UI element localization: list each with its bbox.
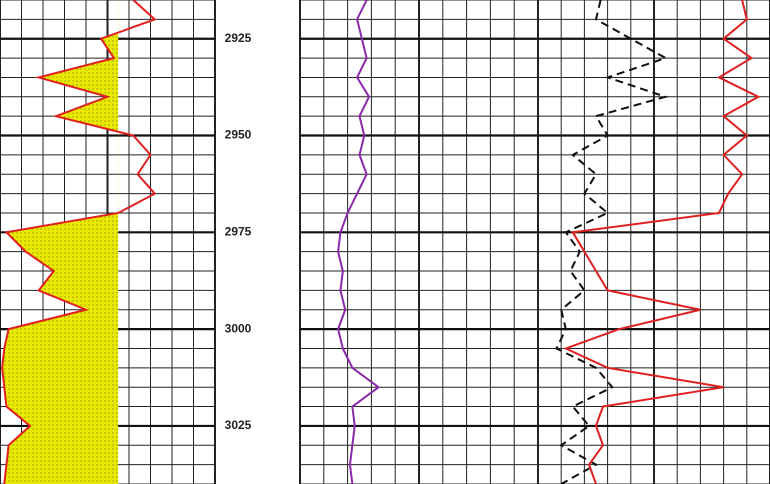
log-curve bbox=[563, 0, 761, 484]
log-curve bbox=[1, 0, 157, 484]
depth-label: 2925 bbox=[225, 31, 252, 45]
depth-label: 3000 bbox=[225, 321, 252, 335]
depth-label: 3025 bbox=[225, 418, 252, 432]
depth-label: 2975 bbox=[225, 224, 252, 238]
log-curve bbox=[337, 0, 381, 484]
log-curve bbox=[555, 0, 670, 484]
depth-label: 2950 bbox=[225, 128, 252, 142]
shale-fill bbox=[2, 0, 119, 484]
